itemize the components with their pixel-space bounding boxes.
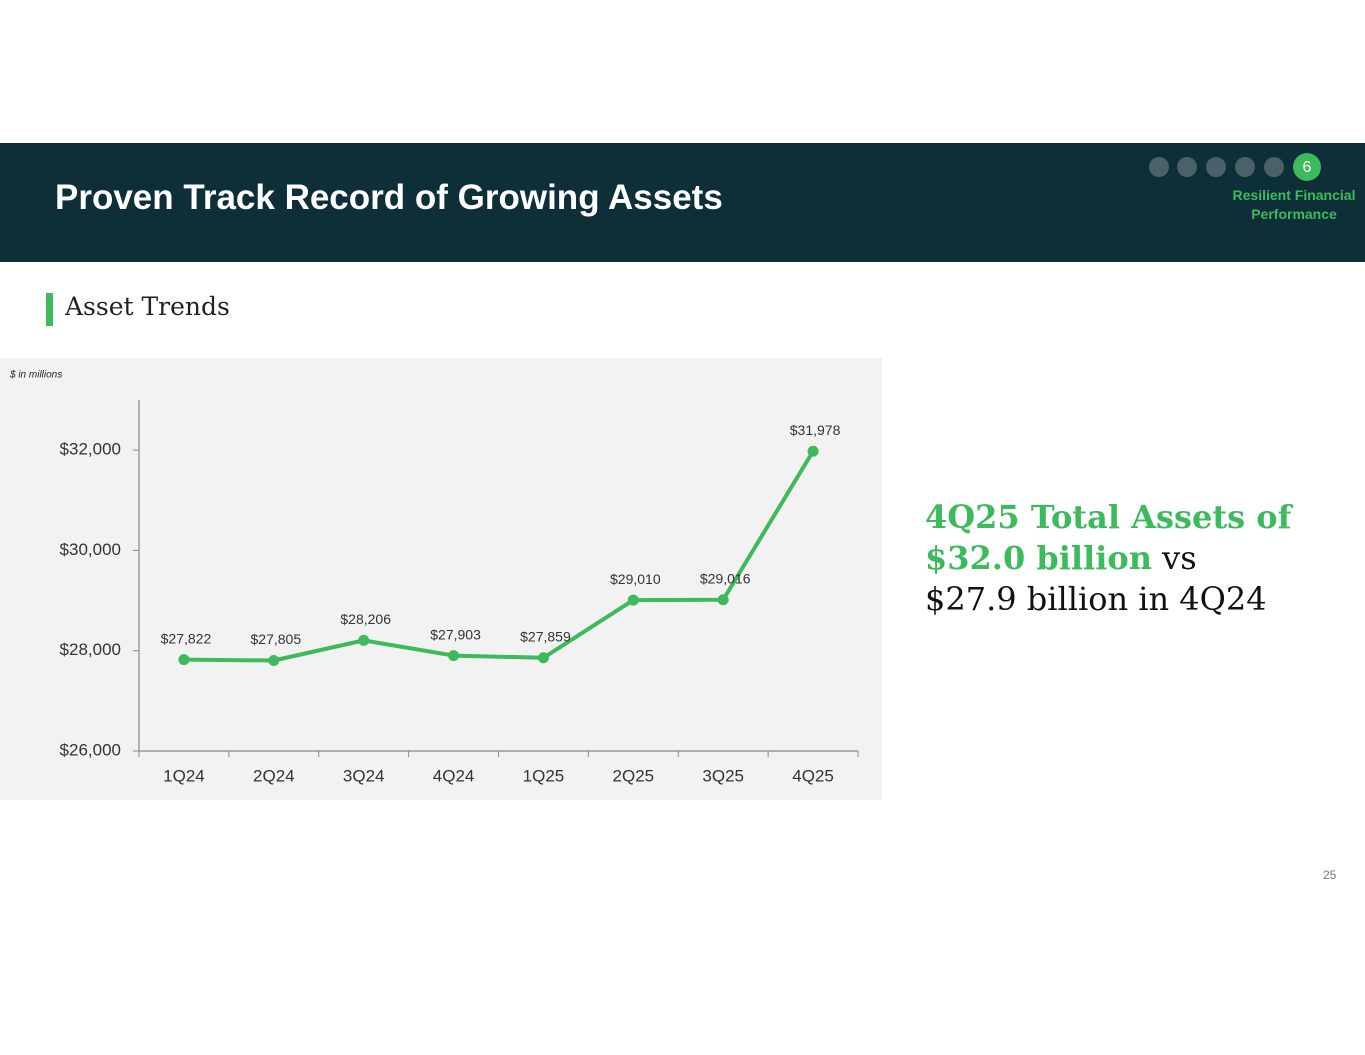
unit-note: $ in millions [9,370,62,381]
x-tick-label: 1Q25 [523,766,565,785]
y-tick-label: $26,000 [60,740,121,759]
value-label: $27,822 [161,630,212,646]
callout: 4Q25 Total Assets of $32.0 billion vs $2… [925,497,1295,620]
value-label: $27,859 [520,628,571,644]
data-point [627,594,639,606]
data-point [178,654,190,666]
y-tick-label: $30,000 [60,540,121,559]
data-point [807,445,819,457]
section-dot [1206,157,1226,177]
section-dot [1177,157,1197,177]
section-label: Resilient Financial Performance [1232,187,1356,222]
data-point [717,594,729,606]
subtitle-bar [46,293,53,326]
section-number: 6 [1303,159,1312,176]
x-tick-label: 2Q25 [613,766,655,785]
data-point [537,652,549,664]
data-point [268,654,280,666]
x-tick-label: 4Q25 [792,766,834,785]
section-dot [1149,157,1169,177]
data-point [448,650,460,662]
value-label: $27,805 [251,631,302,647]
x-tick-label: 3Q24 [343,766,385,785]
value-label: $29,016 [700,570,751,586]
data-point [358,634,370,646]
y-tick-label: $28,000 [60,640,121,659]
callout-highlight: 4Q25 Total Assets of $32.0 billion [925,498,1292,577]
callout-text: vs $27.9 billion in 4Q24 [925,539,1267,618]
chart: $ in millions $26,000 $28,000 $30,000 $32,0… [0,358,882,800]
page-number: 25 [1323,868,1337,882]
data-line [183,450,815,663]
value-label: $29,010 [610,571,661,587]
value-label: $28,206 [340,611,391,627]
x-tick-label: 2Q24 [253,766,295,785]
y-tick-label: $32,000 [60,440,121,459]
section-dot-active [1293,153,1321,181]
x-tick-label: 1Q24 [163,766,205,785]
x-tick-label: 3Q25 [702,766,744,785]
section-dot [1235,157,1255,177]
subtitle: Asset Trends [65,292,230,321]
section-dots: 6 [1149,153,1321,181]
value-label: $27,903 [430,626,481,642]
slide-title: Proven Track Record of Growing Assets [55,178,723,217]
value-label: $31,978 [790,422,841,438]
header-band [0,143,1365,262]
x-tick-label: 4Q24 [433,766,475,785]
section-dot [1264,157,1284,177]
